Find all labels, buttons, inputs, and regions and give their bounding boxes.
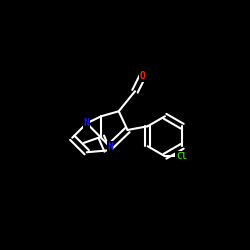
- Text: N: N: [84, 118, 90, 128]
- Text: N: N: [107, 142, 113, 152]
- Text: O: O: [140, 71, 145, 81]
- Text: Cl: Cl: [176, 152, 187, 161]
